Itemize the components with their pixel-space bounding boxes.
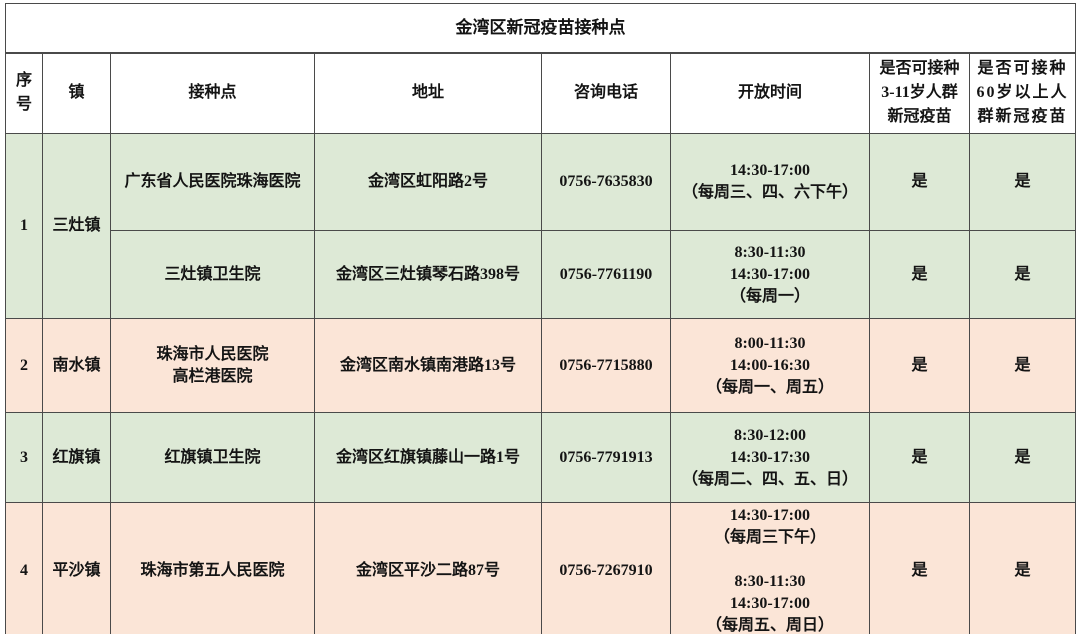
page-title: 金湾区新冠疫苗接种点: [5, 3, 1076, 54]
title-row: 金湾区新冠疫苗接种点: [5, 3, 1076, 54]
header-row: 序号 镇 接种点 地址 咨询电话 开放时间 是否可接种 3-11岁人群 新冠疫苗…: [5, 52, 1076, 134]
col-header-site: 接种点: [110, 52, 315, 134]
cell-elderly-eligible: 是: [969, 133, 1076, 231]
vaccination-sites-table: 金湾区新冠疫苗接种点 序号 镇 接种点 地址 咨询电话 开放时间 是否可接种 3…: [5, 3, 1076, 634]
cell-kids-eligible: 是: [869, 502, 970, 634]
cell-elderly-eligible: 是: [969, 412, 1076, 503]
cell-hours: 14:30-17:00 （每周三下午） 8:30-11:30 14:30-17:…: [670, 502, 870, 634]
col-header-phone: 咨询电话: [541, 52, 671, 134]
cell-site: 三灶镇卫生院: [110, 230, 315, 319]
cell-kids-eligible: 是: [869, 230, 970, 319]
cell-hours: 8:00-11:30 14:00-16:30 （每周一、周五）: [670, 318, 870, 413]
cell-no: 1: [5, 133, 43, 319]
cell-phone: 0756-7761190: [541, 230, 671, 319]
col-header-kids-eligibility: 是否可接种 3-11岁人群 新冠疫苗: [869, 52, 970, 134]
cell-address: 金湾区南水镇南港路13号: [314, 318, 542, 413]
cell-address: 金湾区三灶镇琴石路398号: [314, 230, 542, 319]
cell-hours: 14:30-17:00 （每周三、四、六下午）: [670, 133, 870, 231]
cell-hours: 8:30-11:30 14:30-17:00 （每周一）: [670, 230, 870, 319]
cell-phone: 0756-7715880: [541, 318, 671, 413]
cell-site: 珠海市人民医院 高栏港医院: [110, 318, 315, 413]
cell-kids-eligible: 是: [869, 318, 970, 413]
cell-phone: 0756-7635830: [541, 133, 671, 231]
table-row: 3 红旗镇 红旗镇卫生院 金湾区红旗镇藤山一路1号 0756-7791913 8…: [5, 412, 1076, 503]
cell-elderly-eligible: 是: [969, 318, 1076, 413]
col-header-hours: 开放时间: [670, 52, 870, 134]
cell-address: 金湾区红旗镇藤山一路1号: [314, 412, 542, 503]
cell-elderly-eligible: 是: [969, 502, 1076, 634]
cell-site: 广东省人民医院珠海医院: [110, 133, 315, 231]
cell-town: 红旗镇: [42, 412, 111, 503]
col-header-town: 镇: [42, 52, 111, 134]
col-header-no: 序号: [5, 52, 43, 134]
cell-no: 3: [5, 412, 43, 503]
cell-address: 金湾区平沙二路87号: [314, 502, 542, 634]
table-row: 4 平沙镇 珠海市第五人民医院 金湾区平沙二路87号 0756-7267910 …: [5, 502, 1076, 634]
cell-site: 红旗镇卫生院: [110, 412, 315, 503]
cell-town: 三灶镇: [42, 133, 111, 319]
cell-address: 金湾区虹阳路2号: [314, 133, 542, 231]
cell-no: 2: [5, 318, 43, 413]
cell-phone: 0756-7791913: [541, 412, 671, 503]
cell-no: 4: [5, 502, 43, 634]
cell-town: 南水镇: [42, 318, 111, 413]
table-row: 三灶镇卫生院 金湾区三灶镇琴石路398号 0756-7761190 8:30-1…: [6, 230, 1076, 319]
table-row: 2 南水镇 珠海市人民医院 高栏港医院 金湾区南水镇南港路13号 0756-77…: [5, 318, 1076, 413]
cell-town: 平沙镇: [42, 502, 111, 634]
col-header-address: 地址: [314, 52, 542, 134]
table-row: 1 三灶镇 广东省人民医院珠海医院 金湾区虹阳路2号 0756-7635830 …: [5, 133, 1076, 319]
cell-site: 珠海市第五人民医院: [110, 502, 315, 634]
cell-hours: 8:30-12:00 14:30-17:30 （每周二、四、五、日）: [670, 412, 870, 503]
col-header-elderly-eligibility: 是否可接种 60岁以上人 群新冠疫苗: [969, 52, 1076, 134]
cell-phone: 0756-7267910: [541, 502, 671, 634]
cell-elderly-eligible: 是: [969, 230, 1076, 319]
cell-kids-eligible: 是: [869, 412, 970, 503]
cell-kids-eligible: 是: [869, 133, 970, 231]
